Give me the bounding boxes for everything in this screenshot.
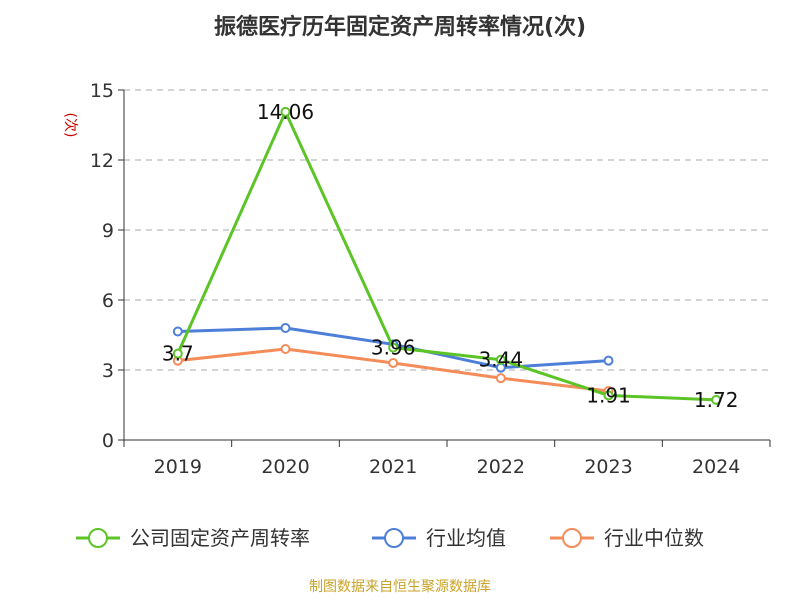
- data-point: [711, 394, 722, 405]
- legend-item-1[interactable]: 行业均值: [372, 526, 506, 550]
- legend-label: 行业中位数: [604, 526, 704, 550]
- data-label: 3.96: [371, 336, 416, 360]
- data-point: [172, 326, 183, 337]
- data-point: [495, 354, 506, 365]
- x-tick-label: 2022: [477, 456, 525, 478]
- x-tick-label: 2020: [261, 456, 309, 478]
- data-label: 14.06: [257, 100, 314, 124]
- data-label: 3.7: [162, 342, 194, 366]
- axis-layer: 0 3 6 9 12 15 2019 2020 2021 2022 2023 2024: [90, 80, 771, 478]
- x-tick-label: 2024: [692, 456, 740, 478]
- y-tick-label: 15: [90, 80, 114, 102]
- legend: 公司固定资产周转率 行业均值 行业中位数: [76, 526, 704, 550]
- series-2: [172, 344, 614, 396]
- legend-label: 公司固定资产周转率: [130, 526, 310, 550]
- y-tick-label: 9: [102, 220, 114, 242]
- data-point: [388, 342, 399, 353]
- x-tick-label: 2021: [369, 456, 417, 478]
- data-point: [280, 106, 291, 117]
- y-tick-label: 6: [102, 290, 114, 312]
- x-tick-label: 2023: [584, 456, 632, 478]
- data-point: [388, 358, 399, 368]
- data-label-layer: 3.7 14.06 3.96 3.44 1.91 1.72: [162, 100, 739, 412]
- y-tick-label: 12: [90, 150, 114, 172]
- data-point: [172, 348, 183, 359]
- legend-item-2[interactable]: 行业中位数: [550, 526, 704, 550]
- legend-swatch-marker: [562, 528, 582, 548]
- chart-title: 振德医疗历年固定资产周转率情况(次): [214, 14, 586, 40]
- source-note: 制图数据来自恒生聚源数据库: [309, 579, 491, 595]
- data-label: 1.72: [694, 388, 739, 412]
- series-0: [172, 106, 722, 405]
- data-label: 3.44: [479, 348, 524, 372]
- data-point: [603, 390, 614, 401]
- data-label: 1.91: [586, 383, 631, 407]
- data-point: [495, 373, 506, 384]
- grid-layer: [124, 89, 770, 371]
- data-point: [603, 355, 614, 366]
- legend-label: 行业均值: [426, 526, 506, 550]
- legend-swatch-marker: [88, 528, 108, 548]
- legend-swatch-marker: [384, 528, 404, 548]
- x-tick-label: 2019: [154, 456, 202, 478]
- y-axis-label: (次): [62, 113, 78, 138]
- series-layer: [172, 106, 722, 405]
- data-point: [280, 344, 291, 354]
- y-tick-label: 0: [102, 430, 114, 452]
- y-tick-label: 3: [102, 360, 114, 382]
- data-point: [280, 323, 291, 333]
- legend-item-0[interactable]: 公司固定资产周转率: [76, 526, 310, 550]
- series-line: [176, 110, 717, 402]
